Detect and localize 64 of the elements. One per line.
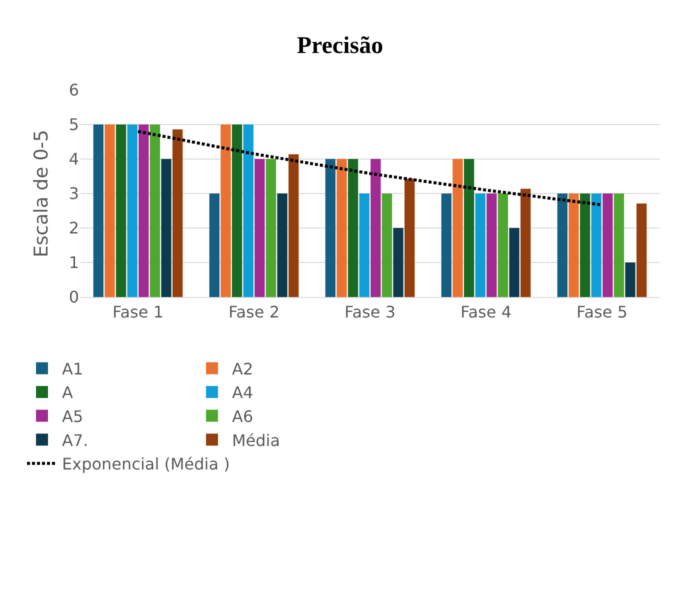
bar	[254, 159, 265, 298]
legend-label: A2	[232, 359, 254, 378]
bar	[393, 228, 404, 298]
y-tick-label: 4	[68, 150, 79, 169]
bar	[441, 194, 452, 298]
legend-label: Média	[232, 430, 280, 450]
bar	[359, 194, 370, 298]
bar	[93, 124, 104, 298]
bar	[486, 194, 497, 298]
bar	[209, 194, 220, 298]
y-tick-label: 3	[68, 184, 79, 204]
bar	[636, 204, 647, 298]
legend-label: A6	[232, 407, 254, 426]
line-series	[136, 130, 604, 206]
bar	[557, 194, 568, 298]
bar	[568, 194, 579, 298]
bar	[220, 124, 231, 298]
legend-label: A1	[62, 359, 84, 378]
bar	[288, 154, 299, 298]
legend-label: A	[62, 383, 73, 402]
bar	[625, 262, 636, 298]
bar	[127, 124, 138, 298]
bar	[520, 188, 531, 298]
bar	[475, 194, 486, 298]
bar	[138, 124, 149, 298]
chart-title: Precisão	[296, 32, 384, 59]
bar	[509, 228, 520, 298]
bar	[602, 194, 613, 298]
bar	[348, 159, 358, 298]
bar	[336, 159, 347, 298]
bar	[614, 194, 624, 298]
bar	[232, 124, 242, 298]
bar	[172, 129, 183, 298]
bar	[325, 159, 336, 298]
bar	[498, 194, 508, 298]
bar	[266, 159, 276, 298]
y-axis-title: Escala de 0-5	[30, 130, 53, 258]
bar	[104, 124, 115, 298]
legend-label: A4	[232, 383, 254, 402]
bar	[591, 194, 602, 298]
y-tick-label: 2	[68, 218, 79, 238]
bar	[150, 124, 160, 298]
legend-label: A7.	[62, 430, 88, 450]
y-tick-label: 0	[68, 288, 79, 307]
bar	[452, 159, 463, 298]
y-tick-label: 6	[68, 80, 79, 100]
bar	[580, 194, 590, 298]
legend-label: Exponencial (Média )	[62, 454, 230, 474]
y-tick-label: 5	[68, 115, 79, 134]
x-tick-label: Fase 3	[344, 302, 396, 322]
bar	[404, 178, 415, 298]
y-tick-label: 1	[68, 253, 79, 272]
legend-label: A5	[62, 407, 84, 426]
x-tick-label: Fase 1	[112, 302, 164, 322]
x-tick-label: Fase 5	[576, 302, 628, 322]
bar	[382, 194, 392, 298]
bar	[277, 194, 288, 298]
bar	[370, 159, 381, 298]
x-tick-label: Fase 2	[228, 302, 280, 322]
bar	[161, 159, 172, 298]
bar	[243, 124, 254, 298]
x-tick-label: Fase 4	[460, 302, 512, 322]
bar	[464, 159, 474, 298]
bar	[116, 124, 126, 298]
